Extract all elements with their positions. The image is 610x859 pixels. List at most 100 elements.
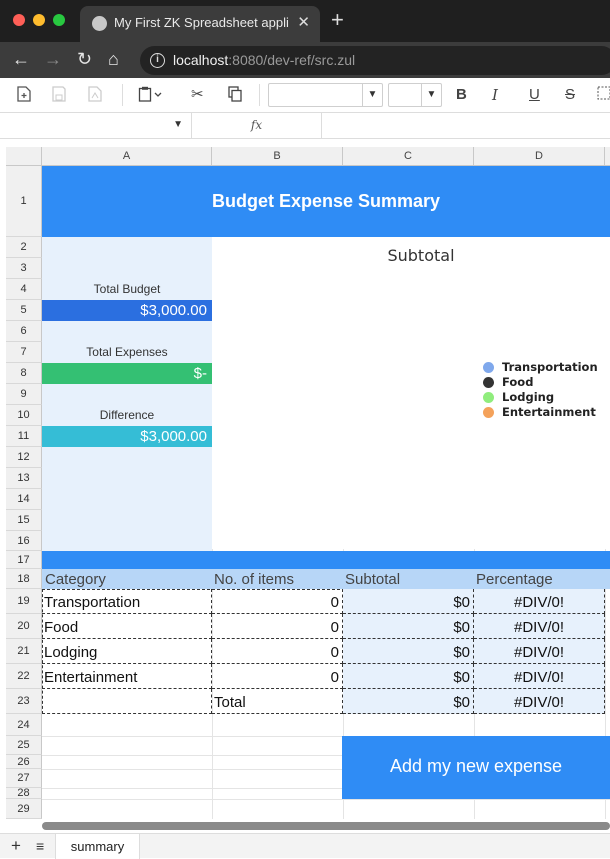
- difference-value[interactable]: $3,000.00: [42, 426, 212, 447]
- column-header-a[interactable]: A: [42, 147, 212, 166]
- home-icon[interactable]: ⌂: [108, 49, 119, 69]
- sheet-title-banner[interactable]: Budget Expense Summary: [42, 166, 610, 237]
- pie-chart[interactable]: [212, 237, 610, 549]
- row-header[interactable]: 20: [6, 614, 42, 639]
- reload-icon[interactable]: ↻: [77, 49, 93, 69]
- close-window-button[interactable]: [13, 14, 25, 26]
- row-header[interactable]: 4: [6, 279, 42, 300]
- row-header[interactable]: 1: [6, 166, 42, 237]
- horizontal-scrollbar[interactable]: [42, 822, 610, 830]
- table-cell-items[interactable]: 0: [212, 614, 343, 639]
- row-header[interactable]: 19: [6, 589, 42, 614]
- row-header[interactable]: 15: [6, 510, 42, 531]
- fx-icon[interactable]: fx: [192, 113, 322, 138]
- table-cell-empty[interactable]: [42, 689, 212, 714]
- row-header[interactable]: 10: [6, 405, 42, 426]
- row-header[interactable]: 3: [6, 258, 42, 279]
- percentage-header[interactable]: Percentage: [476, 571, 553, 588]
- chevron-down-icon[interactable]: ▼: [421, 84, 441, 106]
- column-header-b[interactable]: B: [212, 147, 343, 166]
- row-header[interactable]: 27: [6, 769, 42, 788]
- border-icon[interactable]: [597, 86, 610, 105]
- column-header-c[interactable]: C: [343, 147, 474, 166]
- row-header[interactable]: 24: [6, 714, 42, 736]
- close-tab-icon[interactable]: ✕: [297, 14, 310, 31]
- row-header[interactable]: 8: [6, 363, 42, 384]
- back-arrow-icon[interactable]: ←: [12, 49, 30, 69]
- table-cell-subtotal[interactable]: $0: [343, 664, 474, 689]
- row-header[interactable]: 25: [6, 736, 42, 755]
- font-family-select[interactable]: ▼: [268, 83, 383, 107]
- minimize-window-button[interactable]: [33, 14, 45, 26]
- table-cell-category[interactable]: Transportation: [42, 589, 212, 614]
- underline-icon[interactable]: U: [529, 86, 540, 103]
- table-cell-percentage[interactable]: #DIV/0!: [474, 589, 605, 614]
- row-header[interactable]: 14: [6, 489, 42, 510]
- add-sheet-icon[interactable]: +: [11, 836, 21, 855]
- save-icon[interactable]: [52, 86, 66, 107]
- row-header[interactable]: 12: [6, 447, 42, 468]
- row-header[interactable]: 5: [6, 300, 42, 321]
- row-header[interactable]: 13: [6, 468, 42, 489]
- table-cell-subtotal[interactable]: $0: [343, 589, 474, 614]
- total-budget-value[interactable]: $3,000.00: [42, 300, 212, 321]
- table-cell-items[interactable]: 0: [212, 639, 343, 664]
- table-cell-category[interactable]: Food: [42, 614, 212, 639]
- row-header[interactable]: 18: [6, 569, 42, 589]
- row-header[interactable]: 16: [6, 531, 42, 551]
- table-cell-items[interactable]: 0: [212, 589, 343, 614]
- table-cell-percentage[interactable]: #DIV/0!: [474, 664, 605, 689]
- select-all-corner[interactable]: [6, 147, 42, 166]
- table-cell-subtotal[interactable]: $0: [343, 639, 474, 664]
- total-percentage[interactable]: #DIV/0!: [474, 689, 605, 714]
- sheet-tab-summary[interactable]: summary: [55, 834, 140, 859]
- table-cell-items[interactable]: 0: [212, 664, 343, 689]
- info-icon[interactable]: i: [150, 53, 165, 68]
- address-bar[interactable]: i localhost:8080/dev-ref/src.zul: [140, 46, 610, 75]
- italic-icon[interactable]: I: [492, 86, 498, 104]
- row-header[interactable]: 9: [6, 384, 42, 405]
- row-header[interactable]: 29: [6, 799, 42, 819]
- sheet-list-icon[interactable]: ≡: [36, 838, 45, 854]
- forward-arrow-icon[interactable]: →: [44, 49, 62, 69]
- row-header[interactable]: 17: [6, 551, 42, 569]
- subtotal-header[interactable]: Subtotal: [345, 571, 401, 588]
- row-header[interactable]: 2: [6, 237, 42, 258]
- row-header[interactable]: 11: [6, 426, 42, 447]
- row-header[interactable]: 26: [6, 755, 42, 769]
- total-label[interactable]: Total: [212, 689, 343, 714]
- export-icon[interactable]: [88, 86, 102, 107]
- total-subtotal[interactable]: $0: [343, 689, 474, 714]
- cut-icon[interactable]: ✂: [191, 86, 204, 103]
- strikethrough-icon[interactable]: S: [565, 86, 576, 103]
- row-header[interactable]: 6: [6, 321, 42, 342]
- row-header[interactable]: 28: [6, 788, 42, 799]
- browser-tab[interactable]: My First ZK Spreadsheet applic ✕: [80, 6, 320, 42]
- bold-icon[interactable]: B: [456, 86, 467, 103]
- items-header[interactable]: No. of items: [214, 571, 295, 588]
- formula-input[interactable]: [280, 113, 610, 138]
- name-box[interactable]: ▼: [6, 113, 192, 138]
- column-header-e[interactable]: [605, 147, 610, 166]
- paste-icon[interactable]: [138, 86, 164, 107]
- add-expense-button[interactable]: Add my new expense: [342, 736, 610, 799]
- table-cell-percentage[interactable]: #DIV/0!: [474, 614, 605, 639]
- row-header[interactable]: 22: [6, 664, 42, 689]
- table-cell-category[interactable]: Lodging: [42, 639, 212, 664]
- chevron-down-icon[interactable]: ▼: [173, 119, 183, 130]
- row-header[interactable]: 21: [6, 639, 42, 664]
- new-file-icon[interactable]: [17, 86, 31, 107]
- row-header[interactable]: 23: [6, 689, 42, 714]
- table-cell-percentage[interactable]: #DIV/0!: [474, 639, 605, 664]
- category-header[interactable]: Category: [45, 571, 106, 588]
- font-size-select[interactable]: ▼: [388, 83, 442, 107]
- column-header-d[interactable]: D: [474, 147, 605, 166]
- row-header[interactable]: 7: [6, 342, 42, 363]
- table-cell-subtotal[interactable]: $0: [343, 614, 474, 639]
- maximize-window-button[interactable]: [53, 14, 65, 26]
- total-expenses-value[interactable]: $-: [42, 363, 212, 384]
- new-tab-icon[interactable]: +: [331, 7, 344, 32]
- copy-icon[interactable]: [228, 86, 242, 107]
- chevron-down-icon[interactable]: ▼: [362, 84, 382, 106]
- table-cell-category[interactable]: Entertainment: [42, 664, 212, 689]
